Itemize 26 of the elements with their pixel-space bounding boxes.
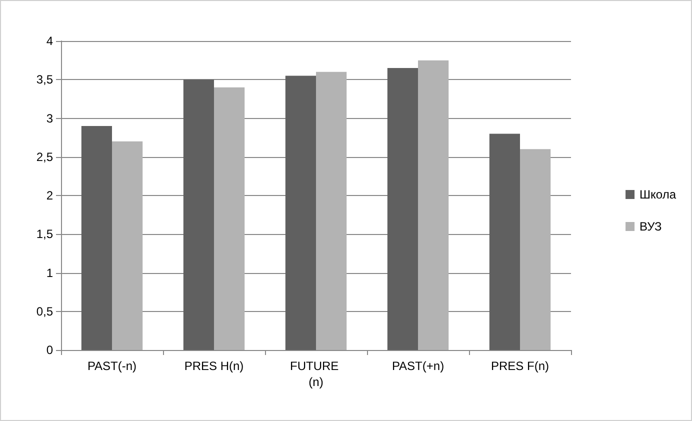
bar (387, 68, 418, 350)
bar (316, 72, 347, 350)
y-tick-label: 0,5 (36, 304, 54, 318)
y-tick-label: 1,5 (36, 227, 54, 242)
x-tick-label: FUTURE (n) (290, 359, 342, 389)
legend-label: ВУЗ (640, 220, 662, 234)
bar (520, 149, 551, 350)
y-tick-label: 4 (46, 34, 54, 48)
x-tick-label: PRES F(n) (490, 359, 550, 373)
y-tick-label: 3 (46, 111, 54, 126)
x-tick-label: PRES H(n) (184, 359, 244, 373)
y-tick-label: 0 (46, 343, 54, 357)
y-tick-label: 2,5 (36, 150, 54, 164)
legend-label: Школа (640, 188, 676, 202)
bar (183, 80, 214, 350)
bar (418, 60, 449, 350)
y-tick-label: 2 (46, 188, 54, 202)
x-tick-label: PAST(+n) (392, 359, 444, 373)
x-tick-label: PAST(-n) (87, 359, 137, 373)
bar (81, 126, 112, 350)
bar (112, 141, 143, 350)
y-tick-label: 3,5 (36, 72, 54, 87)
y-tick-label: 1 (46, 266, 54, 280)
bar (214, 87, 245, 350)
bar (285, 76, 316, 350)
bar (489, 134, 520, 350)
